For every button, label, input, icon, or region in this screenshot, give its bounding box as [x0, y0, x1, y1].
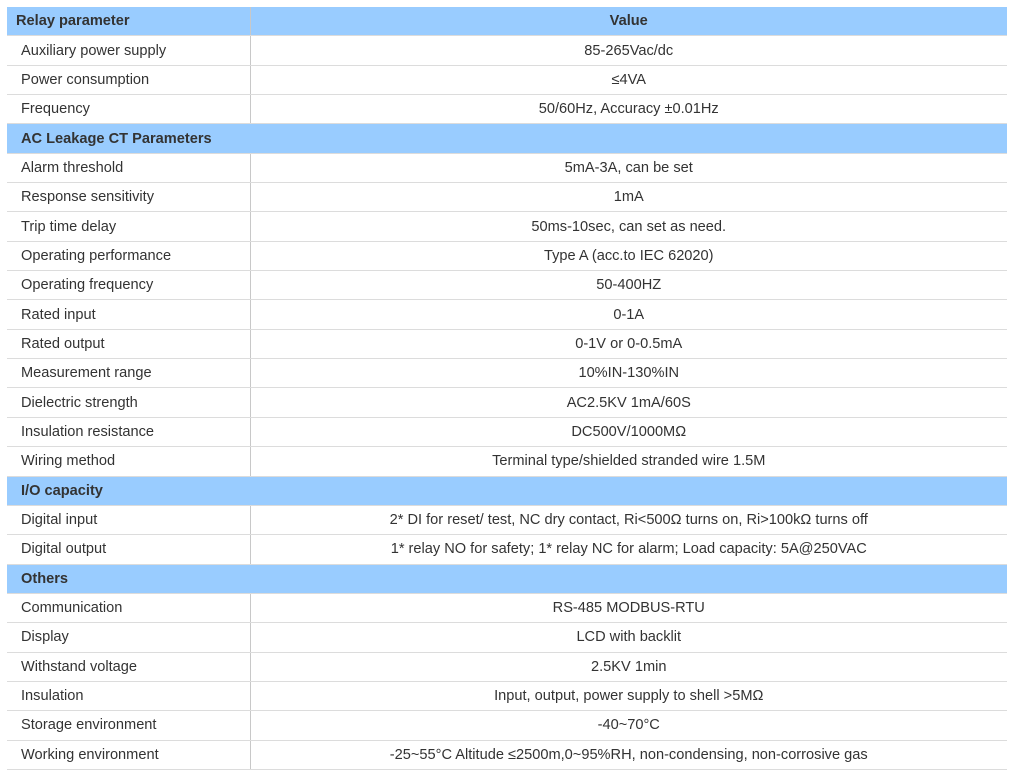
value-cell: 50ms-10sec, can set as need. — [250, 211, 1007, 242]
table-row: Insulation resistance DC500V/1000MΩ — [7, 417, 1007, 448]
table-row: Measurement range 10%IN-130%IN — [7, 358, 1007, 389]
section-header-row: AC Leakage CT Parameters — [7, 123, 1007, 154]
param-cell: Power consumption — [7, 65, 251, 96]
value-cell: 50-400HZ — [250, 270, 1007, 301]
param-cell: Display — [7, 622, 251, 653]
value-cell: 1mA — [250, 182, 1007, 213]
value-cell: AC2.5KV 1mA/60S — [250, 387, 1007, 418]
table-row: Communication RS-485 MODBUS-RTU — [7, 593, 1007, 624]
param-cell: Alarm threshold — [7, 153, 251, 184]
section-title: Others — [7, 564, 1007, 594]
value-cell: 2* DI for reset/ test, NC dry contact, R… — [250, 505, 1007, 536]
value-cell: 2.5KV 1min — [250, 652, 1007, 682]
value-cell: RS-485 MODBUS-RTU — [250, 593, 1007, 624]
param-cell: Operating frequency — [7, 270, 251, 301]
relay-spec-table: Relay parameter Value Auxiliary power su… — [7, 7, 1007, 770]
table-row: Auxiliary power supply 85-265Vac/dc — [7, 35, 1007, 66]
table-row: Wiring method Terminal type/shielded stra… — [7, 446, 1007, 477]
table-row: Alarm threshold 5mA-3A, can be set — [7, 153, 1007, 184]
param-cell: Working environment — [7, 740, 251, 770]
table-row: Trip time delay 50ms-10sec, can set as ne… — [7, 211, 1007, 242]
param-cell: Insulation resistance — [7, 417, 251, 448]
param-cell: Measurement range — [7, 358, 251, 389]
table-row: Working environment -25~55°C Altitude ≤25… — [7, 740, 1007, 770]
table-row: Rated input 0-1A — [7, 299, 1007, 330]
value-cell: 10%IN-130%IN — [250, 358, 1007, 389]
value-cell: 85-265Vac/dc — [250, 35, 1007, 66]
value-cell: -40~70°C — [250, 710, 1007, 741]
value-cell: 0-1A — [250, 299, 1007, 330]
table-row: Operating frequency 50-400HZ — [7, 270, 1007, 301]
table-row: Insulation Input, output, power supply to… — [7, 681, 1007, 712]
value-cell: Terminal type/shielded stranded wire 1.5… — [250, 446, 1007, 477]
param-cell: Storage environment — [7, 710, 251, 741]
param-cell: Frequency — [7, 94, 251, 125]
table-row: Digital input 2* DI for reset/ test, NC d… — [7, 505, 1007, 536]
param-cell: Communication — [7, 593, 251, 624]
header-value: Value — [250, 7, 1007, 37]
table-row: Operating performance Type A (acc.to IEC … — [7, 241, 1007, 272]
value-cell: -25~55°C Altitude ≤2500m,0~95%RH, non-co… — [250, 740, 1007, 770]
table-row: Digital output 1* relay NO for safety; 1*… — [7, 534, 1007, 565]
param-cell: Rated output — [7, 329, 251, 360]
param-cell: Trip time delay — [7, 211, 251, 242]
param-cell: Digital output — [7, 534, 251, 565]
value-cell: ≤4VA — [250, 65, 1007, 96]
value-cell: 1* relay NO for safety; 1* relay NC for … — [250, 534, 1007, 565]
section-title: I/O capacity — [7, 476, 1007, 506]
header-param: Relay parameter — [7, 7, 251, 37]
table-row: Display LCD with backlit — [7, 622, 1007, 653]
table-row: Power consumption ≤4VA — [7, 65, 1007, 96]
param-cell: Auxiliary power supply — [7, 35, 251, 66]
value-cell: 5mA-3A, can be set — [250, 153, 1007, 184]
param-cell: Digital input — [7, 505, 251, 536]
table-row: Response sensitivity 1mA — [7, 182, 1007, 213]
param-cell: Dielectric strength — [7, 387, 251, 418]
param-cell: Withstand voltage — [7, 652, 251, 682]
table-row: Rated output 0-1V or 0-0.5mA — [7, 329, 1007, 360]
value-cell: DC500V/1000MΩ — [250, 417, 1007, 448]
value-cell: LCD with backlit — [250, 622, 1007, 653]
value-cell: 0-1V or 0-0.5mA — [250, 329, 1007, 360]
table-row: Frequency 50/60Hz, Accuracy ±0.01Hz — [7, 94, 1007, 125]
value-cell: 50/60Hz, Accuracy ±0.01Hz — [250, 94, 1007, 125]
section-title: AC Leakage CT Parameters — [7, 123, 1007, 154]
table-row: Storage environment -40~70°C — [7, 710, 1007, 741]
table-row: Withstand voltage 2.5KV 1min — [7, 652, 1007, 682]
table-row: Dielectric strength AC2.5KV 1mA/60S — [7, 387, 1007, 418]
section-header-row: Others — [7, 564, 1007, 594]
param-cell: Wiring method — [7, 446, 251, 477]
value-cell: Type A (acc.to IEC 62020) — [250, 241, 1007, 272]
param-cell: Response sensitivity — [7, 182, 251, 213]
section-header-row: I/O capacity — [7, 476, 1007, 506]
param-cell: Insulation — [7, 681, 251, 712]
value-cell: Input, output, power supply to shell >5M… — [250, 681, 1007, 712]
param-cell: Operating performance — [7, 241, 251, 272]
param-cell: Rated input — [7, 299, 251, 330]
table-header-row: Relay parameter Value — [7, 7, 1007, 37]
